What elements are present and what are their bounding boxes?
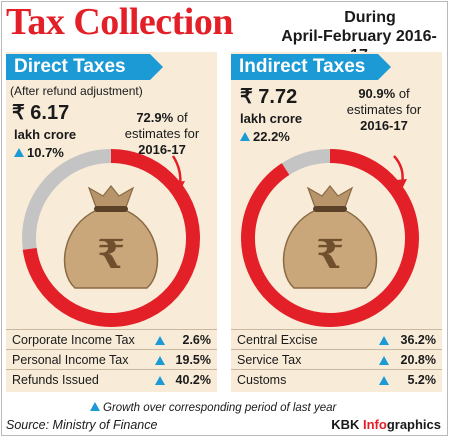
growth-up-icon [155, 376, 165, 385]
direct-growth: 10.7% [14, 145, 64, 160]
growth-up-icon [379, 336, 389, 345]
indirect-pct-value: 90.9% [358, 86, 396, 101]
growth-up-icon [379, 376, 389, 385]
direct-pct-line3: 2016-17 [138, 142, 186, 157]
donut-slice-remaining [281, 149, 331, 176]
rupee-money-bag-icon: ₹ [63, 185, 159, 289]
row-value: 2.6% [182, 333, 212, 347]
svg-text:₹: ₹ [97, 231, 125, 278]
direct-unit: lakh crore [14, 127, 77, 142]
growth-up-icon [155, 356, 165, 365]
period-label: During [344, 9, 396, 26]
row-value: 20.8% [400, 353, 436, 367]
indirect-breakdown-table: Central Excise 36.2% Service Tax 20.8% C… [231, 329, 442, 389]
row-label: Refunds Issued [12, 373, 99, 387]
growth-up-icon [14, 148, 24, 157]
direct-amount: ₹ 6.17 [12, 102, 70, 124]
brand-part-b: Info [362, 417, 387, 432]
row-value: 19.5% [175, 353, 211, 367]
table-row: Refunds Issued 40.2% [6, 369, 217, 389]
growth-up-icon [155, 336, 165, 345]
growth-up-icon [379, 356, 389, 365]
indirect-estimate-pct: 90.9% of estimates for 2016-17 [334, 86, 434, 134]
indirect-growth-value: 22.2% [253, 129, 290, 144]
row-label: Corporate Income Tax [12, 333, 135, 347]
brand-part-a: KBK [331, 417, 363, 432]
row-label: Central Excise [237, 333, 318, 347]
direct-growth-value: 10.7% [27, 145, 64, 160]
row-value: 5.2% [407, 373, 437, 387]
donut-slice-achieved [22, 149, 200, 327]
refund-note: (After refund adjustment) [10, 84, 143, 98]
table-row: Personal Income Tax 19.5% [6, 349, 217, 369]
table-row: Corporate Income Tax 2.6% [6, 329, 217, 349]
indirect-pct-of: of [395, 86, 410, 101]
row-label: Personal Income Tax [12, 353, 129, 367]
donut-slice-achieved [241, 149, 419, 327]
indirect-pct-line3: 2016-17 [360, 118, 408, 133]
growth-up-icon [90, 402, 100, 411]
table-row: Central Excise 36.2% [231, 329, 442, 349]
indirect-pct-line2: estimates for [346, 102, 422, 117]
direct-pct-line2: estimates for [124, 126, 200, 141]
direct-estimate-pct: 72.9% of estimates for 2016-17 [112, 110, 212, 158]
arrow-head-icon [174, 181, 185, 191]
table-row: Service Tax 20.8% [231, 349, 442, 369]
legend: Growth over corresponding period of last… [90, 402, 336, 415]
arrow-head-icon [396, 179, 407, 189]
direct-taxes-header: Direct Taxes [6, 54, 163, 80]
svg-text:₹: ₹ [316, 231, 344, 278]
indirect-taxes-header: Indirect Taxes [231, 54, 391, 80]
rupee-money-bag-icon: ₹ [282, 185, 378, 289]
page-title: Tax Collection [6, 1, 234, 43]
indirect-growth: 22.2% [240, 129, 290, 144]
row-value: 40.2% [175, 373, 211, 387]
growth-up-icon [240, 132, 250, 141]
source-note: Source: Ministry of Finance [6, 418, 158, 432]
indirect-unit: lakh crore [240, 111, 303, 126]
row-value: 36.2% [400, 333, 436, 347]
direct-breakdown-table: Corporate Income Tax 2.6% Personal Incom… [6, 329, 217, 389]
legend-text: Growth over corresponding period of last… [103, 402, 337, 414]
donut-slice-remaining [22, 149, 112, 250]
row-label: Customs [237, 373, 287, 387]
brand-credit: KBK Infographics [331, 417, 441, 433]
indirect-amount: ₹ 7.72 [240, 86, 298, 108]
brand-part-c: graphics [386, 417, 441, 432]
direct-pct-value: 72.9% [136, 110, 174, 125]
table-row: Customs 5.2% [231, 369, 442, 389]
direct-pct-of: of [173, 110, 188, 125]
row-label: Service Tax [237, 353, 302, 367]
